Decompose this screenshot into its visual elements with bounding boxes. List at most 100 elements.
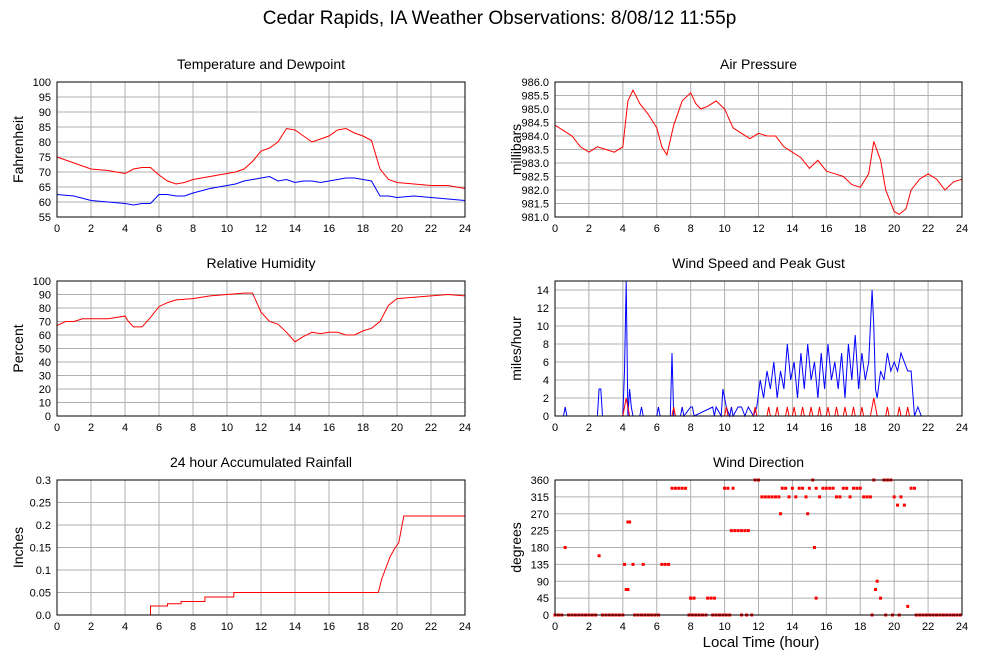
y-tick-label: 14 [537,285,549,297]
y-tick-label: 982.0 [521,185,549,197]
direction-point [740,529,744,533]
direction-point [906,604,910,608]
direction-point [746,529,750,533]
x-tick-label: 2 [88,422,94,434]
direction-point [712,596,716,600]
page-title: Cedar Rapids, IA Weather Observations: 8… [262,8,737,29]
x-tick-label: 12 [255,223,267,235]
plot-frame [56,81,466,218]
x-tick-label: 4 [620,621,626,633]
direction-point [828,486,832,490]
direction-point [892,495,896,499]
y-tick-label: 95 [39,92,51,104]
x-tick-label: 6 [156,621,162,633]
direction-point [597,554,601,558]
direction-point [684,486,688,490]
direction-point [909,486,913,490]
direction-point [784,486,788,490]
series-line-red [56,127,466,189]
x-tick-label: 8 [190,223,196,235]
y-tick-label: 0.3 [36,475,51,487]
y-tick-label: 985.5 [521,91,549,103]
y-tick-label: 70 [39,317,51,329]
x-tick-label: 10 [221,422,233,434]
direction-point [804,495,808,499]
direction-point [706,596,710,600]
x-tick-label: 12 [255,621,267,633]
y-tick-label: 12 [537,303,549,315]
direction-point [896,503,900,507]
y-tick-label: 60 [39,197,51,209]
direction-point [731,486,735,490]
x-tick-label: 2 [586,422,592,434]
x-tick-label: 16 [323,621,335,633]
direction-point [831,486,835,490]
x-tick-label: 18 [357,223,369,235]
y-tick-label: 55 [39,212,51,224]
x-tick-label: 4 [620,422,626,434]
chart-title: Relative Humidity [207,255,316,271]
chart-title: Wind Speed and Peak Gust [672,255,845,271]
x-tick-label: 12 [752,422,764,434]
direction-point [780,486,784,490]
y-axis-label: miles/hour [508,316,524,381]
x-tick-label: 22 [922,223,934,235]
x-tick-label: 18 [357,621,369,633]
x-tick-label: 20 [888,223,900,235]
x-tick-label: 14 [289,422,301,434]
direction-point [812,546,816,549]
y-tick-label: 80 [39,137,51,149]
chart-title: Wind Direction [713,454,804,470]
x-tick-label: 24 [459,223,471,235]
y-tick-label: 0 [543,411,549,423]
y-tick-label: 0.2 [36,520,51,532]
x-tick-label: 2 [586,621,592,633]
direction-point [773,495,777,499]
x-tick-label: 16 [820,223,832,235]
direction-point [726,486,730,490]
y-tick-label: 983.0 [521,158,549,170]
y-tick-label: 0.15 [30,543,51,555]
direction-point [767,495,771,499]
direction-point [835,495,839,499]
y-tick-label: 981.5 [521,199,549,211]
direction-point [709,596,713,600]
series-line-red [554,88,963,215]
y-tick-label: 45 [537,593,549,605]
direction-point [814,486,818,490]
x-tick-label: 24 [956,621,968,633]
x-tick-label: 6 [654,422,660,434]
x-tick-label: 10 [221,621,233,633]
direction-point [763,495,767,499]
direction-point [641,562,645,566]
y-axis-label: degrees [508,522,524,573]
y-tick-label: 0 [543,610,549,622]
x-tick-label: 4 [122,422,128,434]
x-axis-title: Local Time (hour) [702,634,820,651]
direction-point [838,495,842,499]
direction-point [689,596,693,600]
x-tick-label: 4 [122,621,128,633]
y-tick-label: 986.0 [521,77,549,89]
direction-point [663,562,667,566]
x-tick-label: 0 [54,621,60,633]
x-tick-label: 16 [820,422,832,434]
x-tick-label: 14 [289,223,301,235]
direction-point [760,495,764,499]
y-tick-label: 90 [39,107,51,119]
plot-frame [554,280,963,417]
direction-point [623,562,627,566]
x-tick-label: 0 [54,422,60,434]
y-tick-label: 984.5 [521,118,549,130]
y-axis-label: millibars [508,124,524,175]
x-tick-label: 16 [323,223,335,235]
direction-point [660,562,664,566]
y-tick-label: 100 [33,276,51,288]
y-tick-label: 0.1 [36,565,51,577]
direction-point [626,520,630,524]
direction-point [680,486,684,490]
direction-point [797,486,801,490]
